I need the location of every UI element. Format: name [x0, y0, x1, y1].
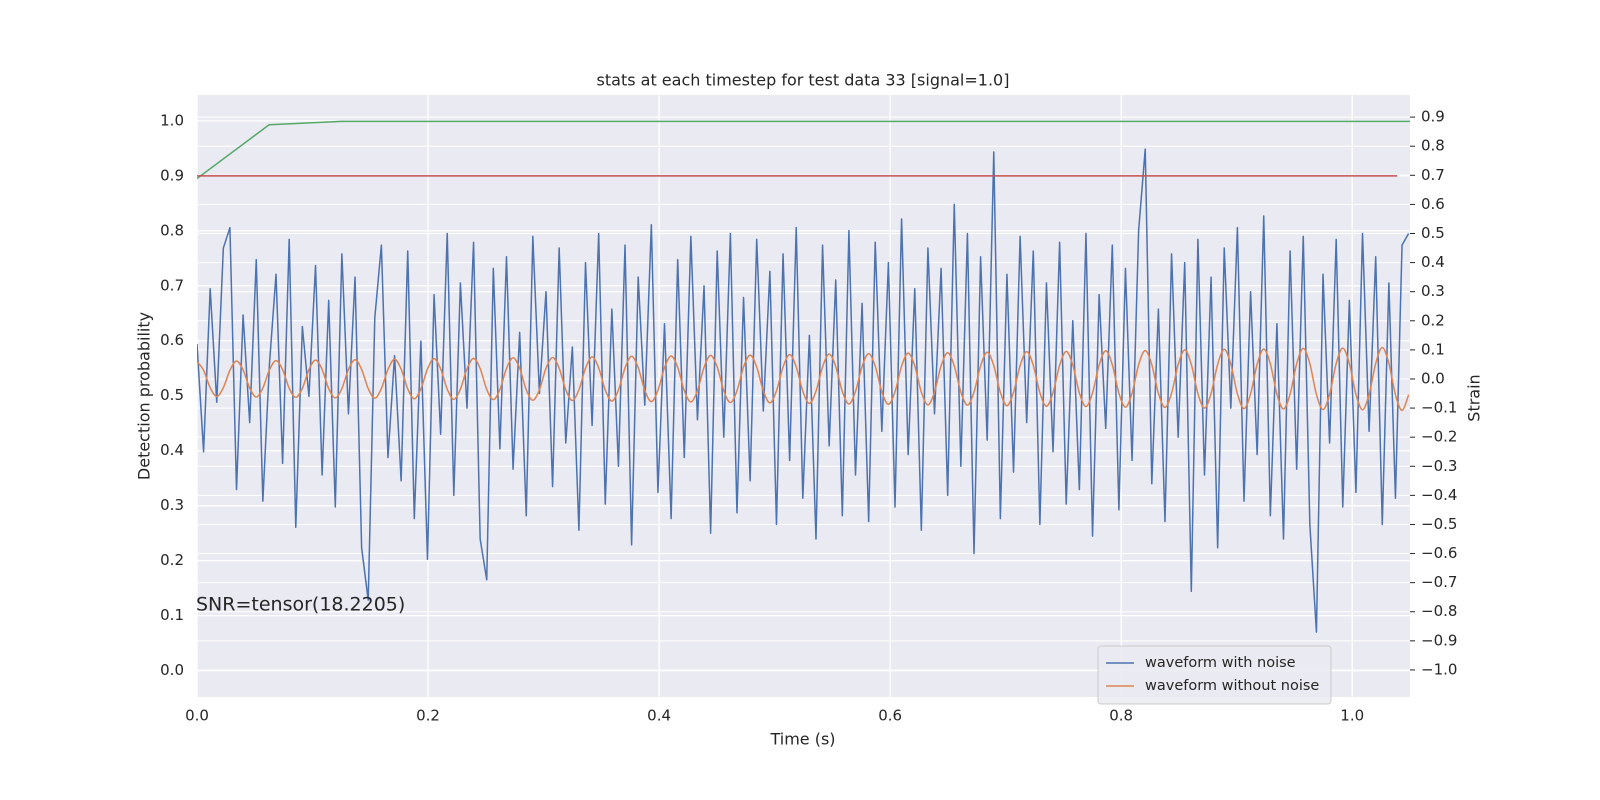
- y-tick-label: 0.1: [160, 606, 184, 624]
- y-tick-label: 0.2: [160, 551, 184, 569]
- labels: 0.0 0.2 0.4 0.6 0.8 1.0 0.0 0.1 0.2 0.3 0.4 0.5 0.6 0…: [160, 108, 1457, 725]
- legend-label: waveform with noise: [1145, 655, 1296, 671]
- y-axis-label: Detection probability: [135, 312, 154, 480]
- y2-tick-label: 0.7: [1421, 166, 1445, 184]
- x-tick-label: 1.0: [1340, 707, 1364, 725]
- x-tick-label: 0.0: [185, 707, 209, 725]
- y-tick-label: 0.7: [160, 276, 184, 294]
- y2-tick-label: −0.4: [1421, 486, 1457, 504]
- chart-title: stats at each timestep for test data 33 …: [597, 71, 1010, 90]
- y-tick-label: 0.5: [160, 386, 184, 404]
- y2-tick-label: −0.9: [1421, 631, 1457, 649]
- y2-tick-label: 0.2: [1421, 311, 1445, 329]
- y-tick-label: 0.6: [160, 331, 184, 349]
- annotation: SNR=tensor(18.2205): [196, 594, 405, 616]
- x-axis-label: Time (s): [769, 730, 835, 749]
- y2-tick-label: 0.4: [1421, 253, 1445, 271]
- y2-tick-label: −0.2: [1421, 428, 1457, 446]
- x-tick-label: 0.8: [1109, 707, 1133, 725]
- y2-tick-label: 0.5: [1421, 224, 1445, 242]
- series-line: [197, 148, 1410, 633]
- y-tick-label: 0.0: [160, 661, 184, 679]
- y-tick-label: 0.9: [160, 166, 184, 184]
- x-tick-label: 0.4: [647, 707, 671, 725]
- y2-tick-label: 0.9: [1421, 108, 1445, 126]
- y-tick-label: 0.4: [160, 441, 184, 459]
- y2-tick-label: −0.7: [1421, 573, 1457, 591]
- y2-tick-label: 0.6: [1421, 195, 1445, 213]
- y-tick-label: 1.0: [160, 111, 184, 129]
- series-line: [197, 120, 1410, 180]
- y2-tick-label: 0.3: [1421, 282, 1445, 300]
- series-line: [197, 346, 1410, 412]
- y2-tick-label: −0.3: [1421, 457, 1457, 475]
- y2-tick-label: −0.1: [1421, 399, 1457, 417]
- y2-tick-label: 0.1: [1421, 340, 1445, 358]
- y2-axis-label: Strain: [1465, 374, 1484, 421]
- x-tick-label: 0.6: [878, 707, 902, 725]
- legend-box: [1097, 645, 1332, 705]
- y2-tick-label: −0.6: [1421, 544, 1457, 562]
- y2-tick-label: 0.8: [1421, 137, 1445, 155]
- y2-tick-label: −0.8: [1421, 602, 1457, 620]
- legend-label: waveform without noise: [1145, 678, 1319, 694]
- y2-tick-label: 0.0: [1421, 369, 1445, 387]
- y-tick-label: 0.8: [160, 221, 184, 239]
- y2-tick-label: −1.0: [1421, 660, 1457, 678]
- y-tick-label: 0.3: [160, 496, 184, 514]
- x-tick-label: 0.2: [416, 707, 440, 725]
- y2-tick-label: −0.5: [1421, 515, 1457, 533]
- marks: [197, 120, 1410, 633]
- legend: waveform with noise waveform without nois…: [1097, 645, 1332, 705]
